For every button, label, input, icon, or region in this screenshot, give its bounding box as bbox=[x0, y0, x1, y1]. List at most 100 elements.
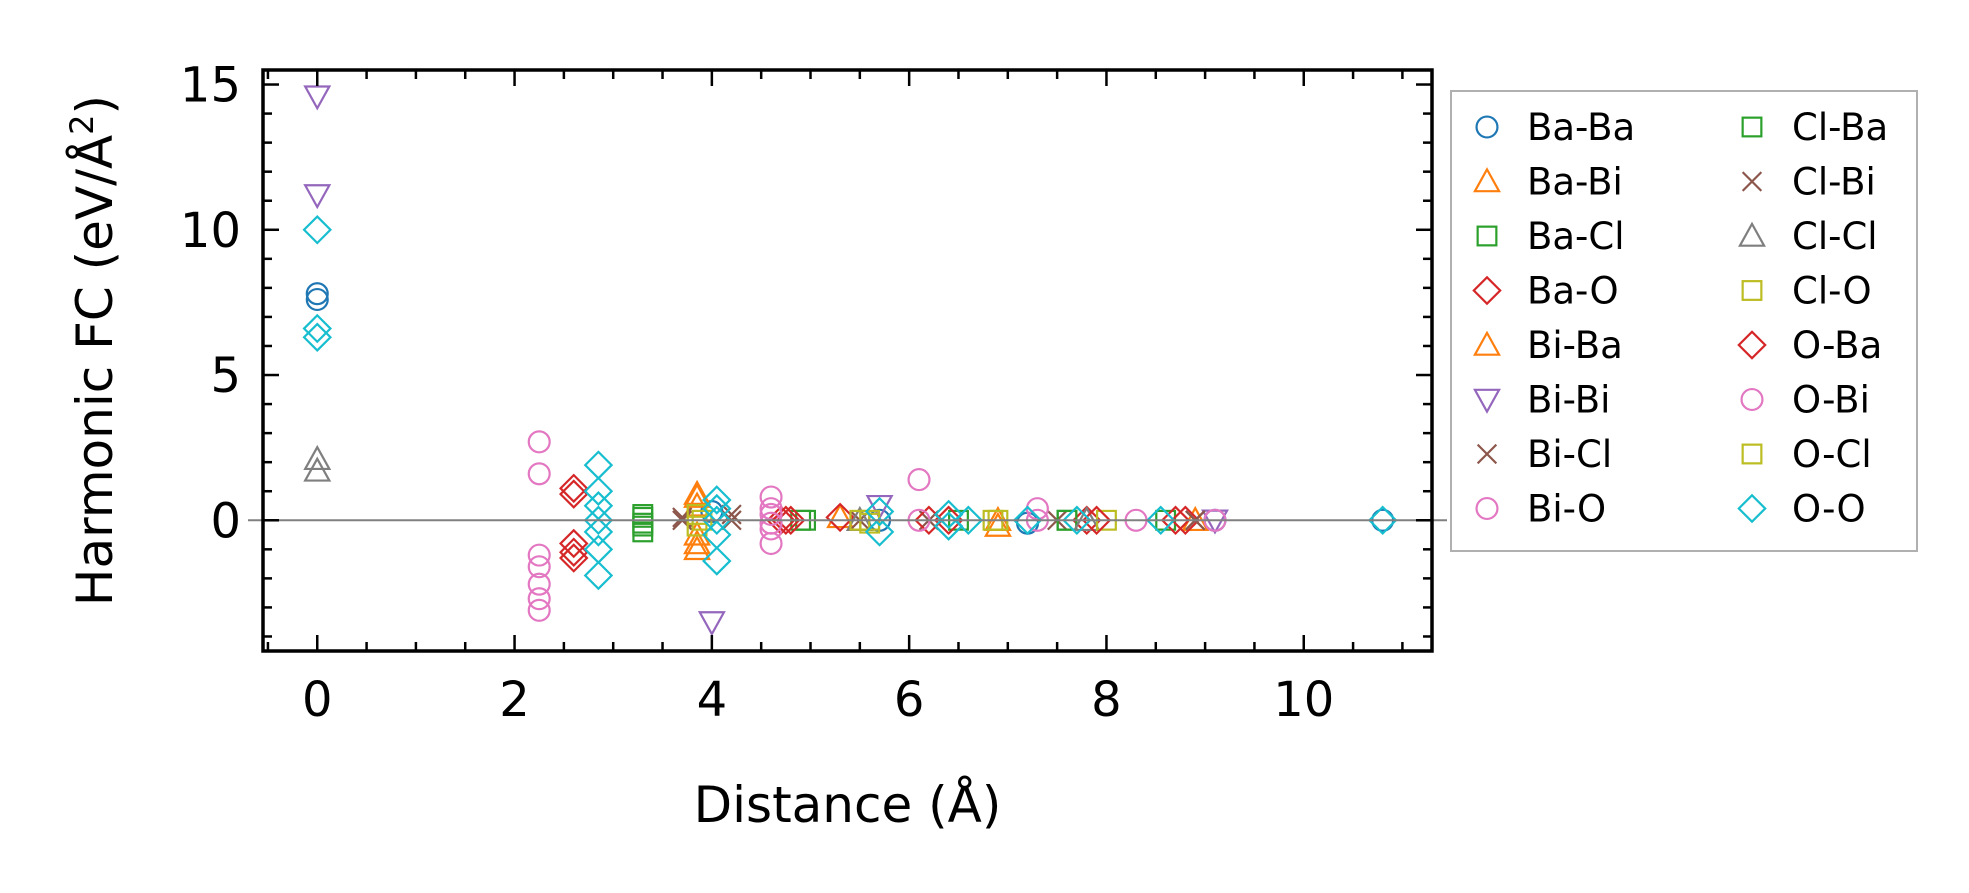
legend-marker-ba-o bbox=[1472, 275, 1502, 306]
legend-label-o-ba: O-Ba bbox=[1792, 324, 1882, 367]
legend-label-ba-ba: Ba-Ba bbox=[1527, 106, 1635, 149]
data-point-o-o bbox=[702, 505, 732, 536]
data-point-o-o bbox=[953, 505, 984, 536]
data-point-ba-bi bbox=[1181, 505, 1210, 532]
data-point-o-o bbox=[1012, 505, 1043, 536]
data-point-o-o bbox=[864, 496, 895, 527]
axis-ticks bbox=[263, 70, 1432, 651]
y-tick-label: 15 bbox=[180, 58, 241, 114]
data-point-ba-bi bbox=[983, 511, 1012, 537]
data-point-o-o bbox=[864, 517, 895, 547]
data-point-cl-ba bbox=[632, 521, 654, 543]
data-point-ba-ba bbox=[305, 282, 329, 306]
y-axis-title: Harmonic FC (eV/Å2) bbox=[63, 95, 124, 606]
data-point-o-ba bbox=[1081, 505, 1112, 536]
data-point-ba-bi bbox=[683, 479, 712, 505]
plot-frame bbox=[261, 68, 1434, 653]
data-point-ba-o bbox=[558, 473, 589, 504]
data-point-o-o bbox=[583, 476, 614, 506]
legend-box bbox=[1450, 90, 1918, 552]
data-point-o-o bbox=[933, 499, 964, 530]
data-point-bi-bi bbox=[303, 184, 332, 210]
data-point-cl-o bbox=[686, 515, 708, 537]
data-point-o-o bbox=[583, 505, 614, 536]
legend-label-o-o: O-O bbox=[1792, 488, 1866, 531]
axis-tick-labels: 0 2 4 6 8 10 0 5 10 15 bbox=[180, 58, 1334, 728]
data-point-o-ba bbox=[1160, 505, 1191, 536]
x-tick-label: 10 bbox=[1273, 672, 1334, 728]
data-point-o-o bbox=[702, 546, 732, 576]
y-axis-title-superscript: 2 bbox=[63, 114, 101, 134]
legend: Ba-Ba Ba-Bi Ba-Cl Ba-O Bi-Ba Bi-Bi Bi-Cl Bi-O Cl… bbox=[1450, 90, 1918, 552]
legend-label-cl-ba: Cl-Ba bbox=[1792, 106, 1888, 149]
data-point-cl-cl bbox=[303, 456, 332, 482]
data-point-bi-bi bbox=[303, 85, 332, 111]
data-point-o-o bbox=[583, 560, 614, 591]
data-point-o-bi bbox=[759, 502, 783, 527]
x-axis-title: Distance (Å) bbox=[694, 776, 1002, 834]
legend-marker-o-bi bbox=[1740, 387, 1764, 412]
data-point-ba-o bbox=[1170, 505, 1201, 536]
data-point-o-o bbox=[302, 215, 333, 245]
data-point-ba-o bbox=[933, 505, 964, 536]
y-tick-label: 5 bbox=[210, 348, 241, 404]
legend-label-ba-cl: Ba-Cl bbox=[1527, 215, 1625, 258]
legend-marker-cl-bi bbox=[1741, 171, 1763, 192]
data-point-bi-o bbox=[527, 555, 551, 579]
data-point-ba-bi bbox=[683, 520, 712, 546]
data-point-ba-o bbox=[558, 537, 589, 567]
legend-label-bi-o: Bi-O bbox=[1527, 488, 1606, 531]
data-point-bi-ba bbox=[683, 482, 712, 508]
legend-label-o-bi: O-Bi bbox=[1792, 379, 1870, 422]
legend-label-cl-cl: Cl-Cl bbox=[1792, 215, 1878, 258]
data-point-cl-o bbox=[686, 504, 708, 525]
y-axis-title-end: ) bbox=[66, 95, 124, 115]
legend-marker-bi-cl bbox=[1476, 443, 1498, 465]
legend-marker-bi-bi bbox=[1473, 388, 1501, 414]
legend-marker-bi-ba bbox=[1473, 330, 1501, 356]
x-tick-label: 6 bbox=[894, 672, 925, 728]
legend-marker-ba-ba bbox=[1475, 115, 1499, 139]
data-point-o-o bbox=[1367, 505, 1398, 536]
data-point-bi-o bbox=[907, 468, 931, 492]
data-point-bi-o bbox=[527, 462, 551, 486]
legend-label-ba-bi: Ba-Bi bbox=[1527, 161, 1623, 204]
legend-marker-ba-bi bbox=[1473, 167, 1501, 193]
legend-marker-cl-o bbox=[1741, 280, 1763, 301]
legend-label-bi-cl: Bi-Cl bbox=[1527, 433, 1612, 476]
data-point-ba-bi bbox=[826, 503, 855, 529]
legend-label-cl-o: Cl-O bbox=[1792, 270, 1872, 313]
data-point-o-ba bbox=[558, 479, 589, 509]
data-point-bi-o bbox=[527, 430, 551, 454]
data-point-bi-bi bbox=[697, 611, 726, 637]
legend-marker-ba-cl bbox=[1476, 225, 1498, 247]
data-point-o-o bbox=[583, 534, 614, 565]
data-point-bi-o bbox=[759, 485, 783, 509]
legend-label-o-cl: O-Cl bbox=[1792, 433, 1872, 476]
x-tick-label: 2 bbox=[499, 672, 530, 728]
data-point-o-o bbox=[1062, 505, 1092, 536]
legend-label-cl-bi: Cl-Bi bbox=[1792, 161, 1876, 204]
data-point-bi-ba bbox=[683, 529, 712, 555]
x-tick-label: 0 bbox=[302, 672, 333, 728]
data-point-o-o bbox=[302, 313, 333, 344]
data-points bbox=[302, 85, 1398, 637]
legend-marker-cl-cl bbox=[1738, 221, 1766, 247]
legend-marker-cl-ba bbox=[1741, 116, 1763, 138]
data-point-cl-cl bbox=[1072, 505, 1101, 532]
x-tick-label: 8 bbox=[1091, 672, 1122, 728]
data-point-o-o bbox=[583, 450, 614, 480]
x-tick-label: 4 bbox=[697, 672, 728, 728]
legend-label-ba-o: Ba-O bbox=[1527, 270, 1619, 313]
legend-marker-bi-o bbox=[1475, 496, 1499, 521]
legend-label-bi-bi: Bi-Bi bbox=[1527, 379, 1610, 422]
data-point-o-ba bbox=[558, 543, 589, 573]
data-point-o-bi bbox=[759, 511, 783, 535]
data-point-o-o bbox=[302, 322, 333, 353]
data-point-ba-o bbox=[1071, 505, 1102, 536]
legend-label-bi-ba: Bi-Ba bbox=[1527, 324, 1623, 367]
data-point-bi-o bbox=[759, 531, 783, 556]
legend-marker-o-o bbox=[1737, 493, 1767, 524]
y-tick-label: 0 bbox=[210, 493, 241, 549]
